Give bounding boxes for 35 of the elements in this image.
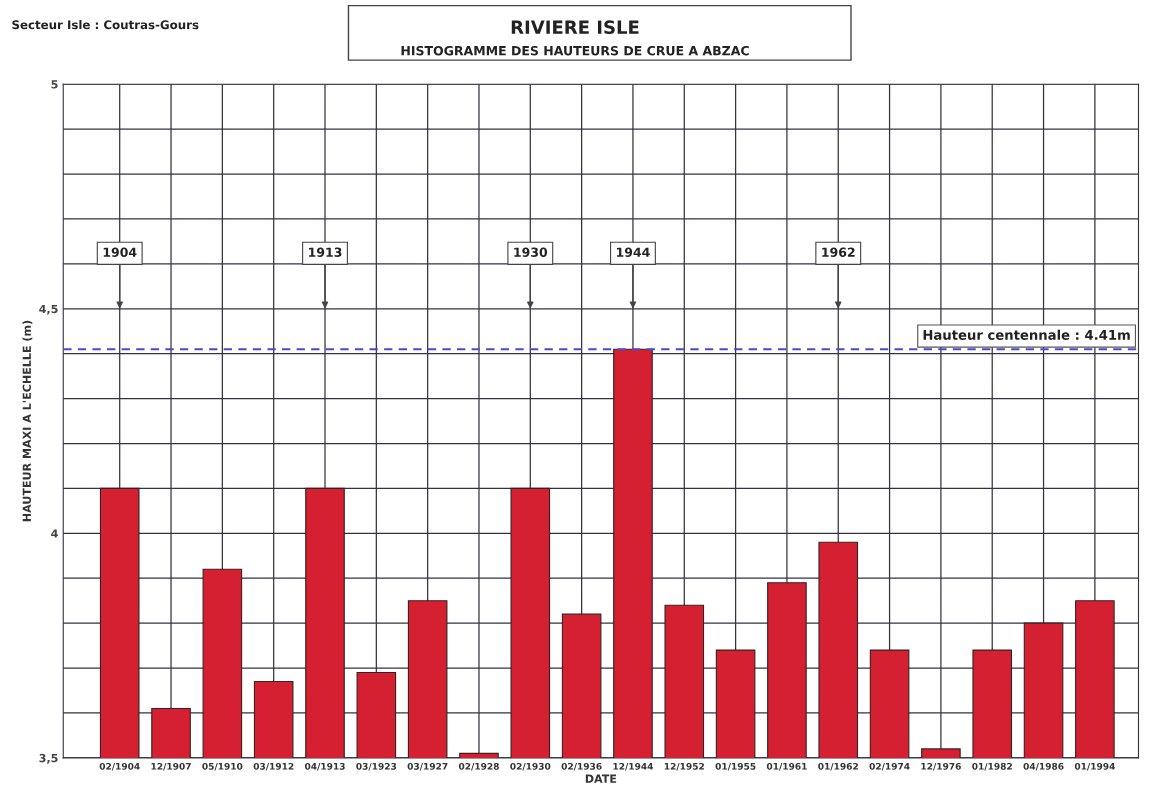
annotation: 1913 <box>309 247 342 257</box>
annotation: 1944 <box>616 247 650 257</box>
x-tick-label: 02/1928 <box>458 762 499 771</box>
annotation: 1930 <box>514 247 548 257</box>
annotation: 1962 <box>822 247 855 257</box>
y-tick-label: 4 <box>51 529 58 538</box>
chart-title: RIVIERE ISLE <box>511 20 639 35</box>
x-tick-label: 12/1976 <box>921 762 961 771</box>
ref-line-label: Hauteur centennale : 4.41m <box>923 329 1130 340</box>
y-tick-label: 5 <box>51 80 58 89</box>
text: Secteur Isle : Coutras-Gours <box>12 20 199 30</box>
x-tick-label: 02/1936 <box>561 762 602 771</box>
x-tick-label: 02/1930 <box>510 762 551 771</box>
x-tick-label: 03/1912 <box>253 762 294 771</box>
y-axis-title: HAUTEUR MAXI A L'ECHELLE (m) <box>22 320 33 522</box>
x-tick-label: 01/1982 <box>972 762 1012 771</box>
x-tick-label: 01/1994 <box>1074 762 1115 771</box>
y-tick-label: 4,5 <box>39 304 58 315</box>
y-tick-label: 3,5 <box>39 753 58 764</box>
x-tick-label: 01/1962 <box>818 762 858 771</box>
x-tick-label: 01/1961 <box>766 762 807 771</box>
x-tick-label: 03/1923 <box>356 762 397 771</box>
x-tick-label: 02/1974 <box>869 762 910 771</box>
x-tick-label: 12/1952 <box>664 762 704 771</box>
x-tick-label: 12/1944 <box>613 762 654 771</box>
x-tick-label: 05/1910 <box>202 762 243 771</box>
chart-subtitle: HISTOGRAMME DES HAUTEURS DE CRUE A ABZAC <box>401 45 749 56</box>
annotation: 1904 <box>103 247 137 257</box>
x-tick-label: 04/1913 <box>304 762 345 771</box>
x-tick-label: 03/1927 <box>407 762 448 771</box>
x-tick-label: 04/1986 <box>1023 762 1064 771</box>
x-tick-label: 01/1955 <box>715 762 756 771</box>
x-axis-title: DATE <box>585 774 617 783</box>
x-tick-label: 02/1904 <box>99 762 140 771</box>
x-tick-label: 12/1907 <box>151 762 191 771</box>
